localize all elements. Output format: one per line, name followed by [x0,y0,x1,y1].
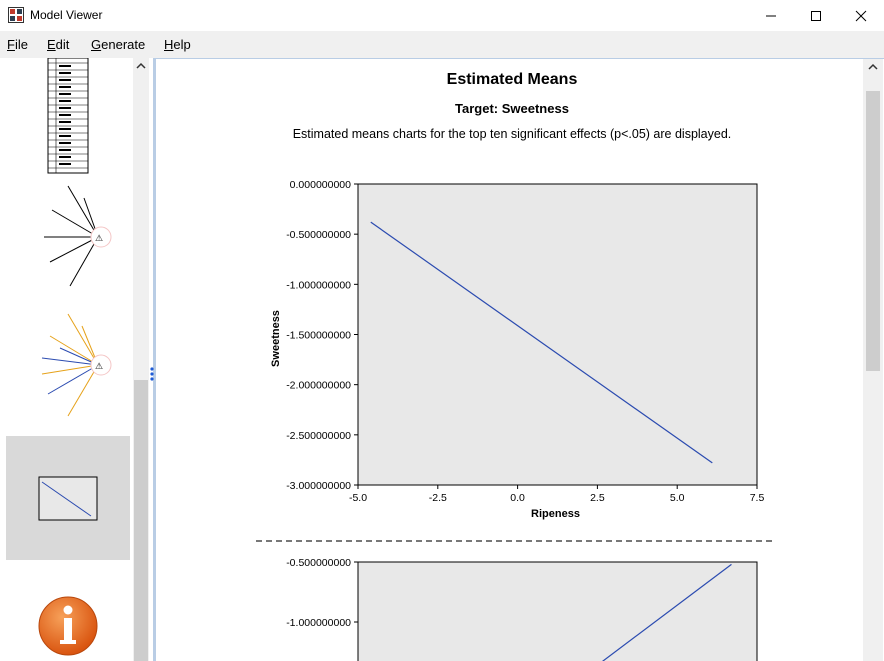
thumbnail-scrollbar-thumb[interactable] [134,380,148,661]
model-viewer-icon [8,7,24,23]
menu-help[interactable]: Help [164,37,191,52]
x-tick-label: 0.0 [510,492,525,504]
y-tick-label: -0.500000000 [286,229,351,241]
scroll-up-icon[interactable] [868,63,878,71]
plot-area [357,183,758,486]
y-tick-label: -1.000000000 [286,279,351,291]
menu-help-label: elp [173,37,191,52]
y-tick-label: -1.500000000 [286,330,351,342]
menu-bar: File Edit Generate Help [0,31,884,58]
series-line [370,221,713,464]
thumbnail-effects-diagram[interactable]: ⚠ [38,312,118,418]
menu-edit[interactable]: Edit [47,37,69,52]
info-icon[interactable] [37,595,99,657]
splitter-grip-icon[interactable] [150,367,154,381]
thumbnail-scrollbar[interactable] [133,58,149,661]
maximize-icon [811,10,821,21]
scroll-up-icon[interactable] [136,62,146,70]
thumbnail-target-glyph: ⚠ [95,233,103,243]
close-button[interactable] [838,0,884,31]
menu-edit-label: dit [55,37,70,52]
y-axis-title: Sweetness [270,310,282,367]
menu-file-mnemonic: F [7,37,15,52]
y-tick-label: -2.000000000 [286,380,351,392]
y-tick-label: -1.000000000 [286,617,351,629]
minimize-icon [766,15,776,16]
title-bar: Model Viewer [0,0,884,31]
y-tick-label: -0.500000000 [286,557,351,569]
thumbnail-pane: ⚠ ⚠ [0,58,152,661]
thumbnail-estimated-means-selected[interactable] [6,436,130,560]
x-axis-title: Ripeness [531,508,580,520]
series-line [601,563,732,661]
minimize-button[interactable] [748,0,794,31]
x-tick-label: 2.5 [590,492,605,504]
y-tick-label: -2.500000000 [286,430,351,442]
y-tick-label: 0.000000000 [290,179,351,191]
target-label: Target: Sweetness [455,101,569,116]
menu-generate[interactable]: Generate [91,37,145,52]
x-tick-label: 7.5 [750,492,765,504]
page-title: Estimated Means [446,71,578,88]
menu-generate-label: enerate [101,37,146,52]
thumbnail-table[interactable] [46,58,90,174]
menu-file-label: ile [14,37,28,52]
close-icon [855,10,867,21]
chart-description: Estimated means charts for the top ten s… [292,127,732,141]
x-tick-label: -5.0 [349,492,367,504]
maximize-button[interactable] [793,0,839,31]
content-scrollbar-thumb[interactable] [866,91,880,371]
menu-generate-mnemonic: G [91,37,102,52]
thumbnail-target-glyph: ⚠ [95,361,103,371]
window-title: Model Viewer [30,8,103,22]
pane-splitter[interactable] [149,58,155,661]
content-scrollbar[interactable] [863,59,883,661]
menu-edit-mnemonic: E [47,37,56,52]
menu-file[interactable]: File [7,37,28,52]
thumbnail-network-diagram[interactable]: ⚠ [38,184,118,290]
model-content-pane: Estimated Means Target: Sweetness Estima… [155,58,884,661]
estimated-means-charts: 0.000000000 -0.500000000 -1.000000000 -1.50… [256,179,773,661]
x-tick-label: 5.0 [670,492,685,504]
menu-help-mnemonic: H [164,37,174,52]
y-tick-label: -3.000000000 [286,480,351,492]
thumbnail-chart [38,476,98,521]
x-tick-label: -2.5 [429,492,447,504]
plot-area [357,561,758,661]
